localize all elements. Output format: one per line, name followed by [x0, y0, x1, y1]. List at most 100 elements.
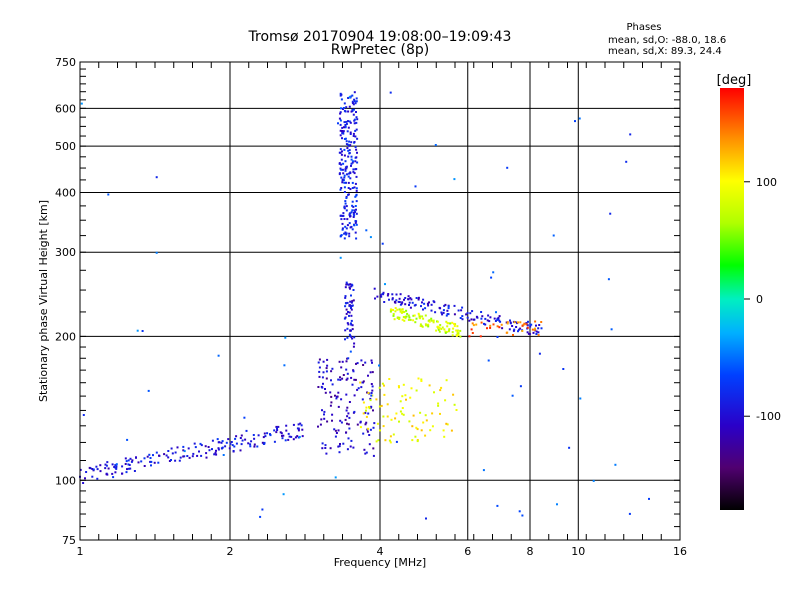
- data-point: [287, 438, 290, 441]
- data-point: [388, 378, 391, 380]
- data-point: [344, 225, 347, 228]
- data-point: [489, 326, 492, 329]
- colorbar-tick-label: -100: [756, 410, 781, 423]
- data-point: [472, 318, 475, 321]
- data-point: [346, 147, 349, 149]
- data-point: [292, 438, 295, 441]
- data-point: [495, 311, 497, 314]
- data-point: [442, 309, 445, 312]
- data-point: [294, 436, 297, 439]
- data-point: [351, 181, 354, 184]
- data-point: [344, 202, 347, 205]
- data-point: [370, 383, 373, 385]
- data-point: [232, 450, 235, 452]
- data-point: [350, 155, 353, 158]
- data-point: [121, 465, 124, 468]
- data-point: [365, 415, 368, 418]
- data-point: [381, 242, 384, 245]
- data-point: [204, 445, 207, 448]
- data-point: [347, 143, 350, 146]
- data-point: [345, 205, 348, 208]
- data-point: [399, 410, 402, 413]
- data-point: [211, 448, 213, 451]
- data-point: [340, 234, 343, 237]
- data-point: [337, 429, 340, 432]
- data-point: [508, 328, 511, 331]
- data-point: [344, 124, 347, 126]
- data-point: [349, 215, 352, 218]
- data-point: [361, 398, 364, 401]
- data-point: [250, 440, 253, 443]
- data-point: [351, 324, 354, 327]
- data-point: [344, 160, 347, 163]
- data-point: [349, 171, 352, 174]
- data-point: [339, 214, 342, 217]
- data-point: [262, 436, 265, 439]
- data-point: [523, 322, 526, 325]
- data-point: [200, 454, 203, 457]
- data-point: [440, 328, 443, 330]
- data-point: [399, 293, 402, 296]
- data-point: [344, 286, 347, 289]
- data-point: [121, 472, 123, 475]
- data-point: [397, 300, 400, 303]
- data-point: [216, 438, 219, 441]
- stats-line-x: mean, sd,X: 89.3, 24.4: [608, 46, 722, 57]
- data-point: [388, 298, 390, 301]
- data-point: [339, 92, 342, 95]
- data-point: [401, 308, 404, 311]
- data-point: [421, 301, 423, 304]
- data-point: [346, 301, 349, 304]
- data-point: [483, 322, 485, 325]
- data-point: [353, 100, 356, 103]
- data-point: [403, 319, 406, 322]
- data-point: [534, 327, 536, 330]
- data-point: [124, 463, 127, 465]
- data-point: [451, 321, 454, 324]
- data-point: [171, 452, 174, 455]
- data-point: [382, 415, 385, 418]
- data-point: [356, 423, 359, 426]
- data-point: [214, 451, 217, 454]
- data-point: [324, 444, 327, 447]
- data-point: [263, 432, 266, 435]
- data-point: [344, 231, 347, 234]
- data-point: [343, 186, 346, 189]
- data-point: [345, 123, 348, 125]
- data-point: [345, 409, 348, 412]
- data-point: [487, 314, 490, 317]
- data-point: [625, 160, 628, 163]
- data-point: [353, 378, 356, 381]
- data-point: [243, 416, 246, 419]
- y-tick-label: 500: [55, 140, 76, 153]
- data-point: [126, 468, 128, 471]
- data-point: [430, 319, 433, 322]
- data-point: [405, 315, 408, 318]
- data-point: [398, 301, 401, 303]
- data-point: [115, 463, 118, 466]
- data-point: [348, 144, 351, 147]
- data-point: [525, 323, 528, 326]
- data-point: [422, 421, 425, 424]
- data-point: [442, 429, 445, 432]
- data-point: [345, 232, 348, 235]
- data-point: [345, 181, 347, 184]
- data-point: [346, 327, 349, 330]
- data-point: [347, 120, 349, 123]
- data-point: [321, 386, 324, 389]
- data-point: [285, 424, 288, 427]
- data-point: [484, 323, 487, 326]
- data-point: [353, 342, 356, 345]
- data-point: [374, 297, 376, 300]
- data-point: [556, 503, 558, 506]
- data-point: [345, 308, 348, 311]
- data-point: [378, 364, 380, 367]
- data-point: [409, 306, 412, 309]
- data-point: [350, 314, 353, 317]
- data-point: [135, 456, 137, 459]
- data-point: [432, 319, 435, 322]
- data-point: [339, 112, 342, 115]
- data-point: [420, 380, 423, 382]
- data-point: [283, 364, 286, 367]
- data-point: [466, 312, 469, 315]
